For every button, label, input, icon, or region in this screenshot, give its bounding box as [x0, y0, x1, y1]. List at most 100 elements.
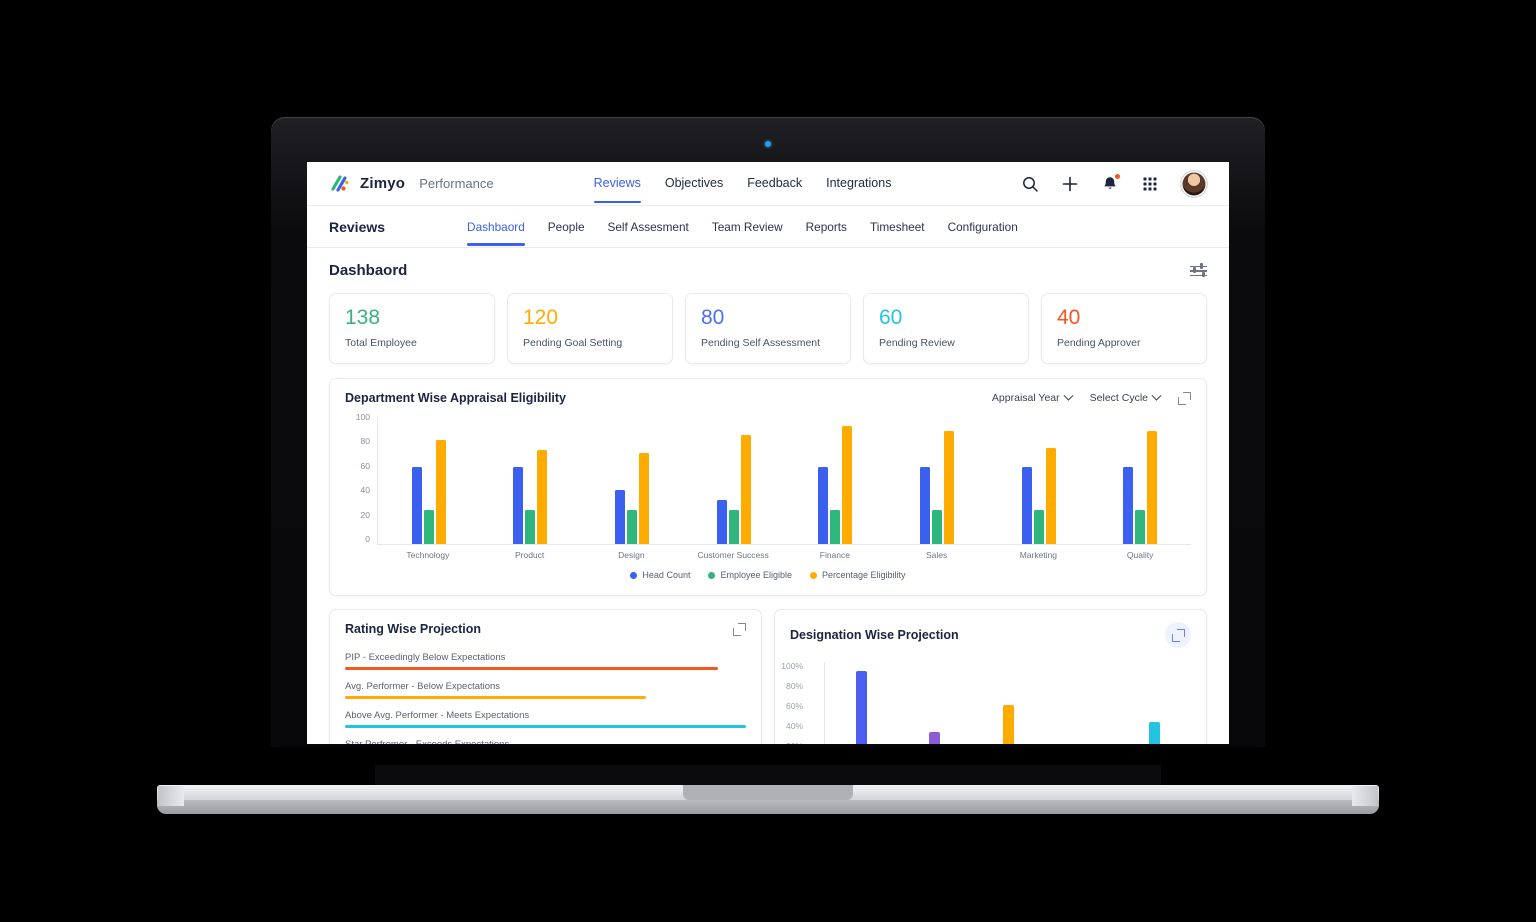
y-axis-tick: 100%	[781, 661, 803, 671]
rating-bar	[345, 725, 746, 728]
stat-value: 80	[701, 306, 725, 329]
rating-label: Above Avg. Performer - Meets Expectation…	[345, 710, 530, 721]
x-axis-label: Design	[618, 550, 645, 560]
avatar[interactable]	[1181, 170, 1207, 197]
card-tools: Appraisal Year Select Cycle	[991, 390, 1191, 405]
designation-bar[interactable]	[1148, 722, 1160, 744]
bar-employee-eligible[interactable]	[627, 509, 638, 544]
y-axis-tick: 40%	[785, 721, 803, 731]
tab-team-review[interactable]: Team Review	[711, 219, 783, 234]
dropdown-label: Appraisal Year	[991, 392, 1060, 404]
apps-grid-icon[interactable]	[1141, 175, 1159, 193]
rating-item[interactable]: Above Avg. Performer - Meets Expectation…	[345, 710, 746, 728]
bar-group	[378, 417, 480, 544]
bar-percentage-eligibility[interactable]	[639, 452, 650, 544]
bar-employee-eligible[interactable]	[728, 509, 739, 544]
stat-card-pending-approver[interactable]: 40 Pending Approver	[1041, 293, 1207, 364]
bar-head-count[interactable]	[919, 467, 930, 544]
dashboard-content: Dashbaord 138 Total Employee 120 Pending…	[307, 248, 1229, 744]
tab-timesheet[interactable]: Timesheet	[869, 219, 925, 234]
stat-card-pending-self-assessment[interactable]: 80 Pending Self Assessment	[685, 293, 851, 364]
bar-group	[1118, 662, 1191, 744]
expand-icon[interactable]	[1178, 391, 1191, 405]
rating-projection-card: Rating Wise Projection PIP - Exceedingly…	[329, 609, 762, 744]
bar-percentage-eligibility[interactable]	[537, 450, 548, 544]
legend-color-dot	[708, 571, 716, 579]
laptop-base-edge-left	[158, 786, 184, 806]
designation-bar[interactable]	[1002, 705, 1014, 744]
rating-item[interactable]: Star Perfromer - Exceeds Expectations	[345, 739, 746, 744]
y-axis: 100 80 60 40 20 0	[346, 411, 374, 545]
stat-value: 40	[1057, 306, 1081, 329]
stat-label: Pending Self Assessment	[701, 337, 821, 349]
card-title: Department Wise Appraisal Eligibility	[345, 391, 567, 405]
bar-head-count[interactable]	[818, 467, 829, 544]
bar-employee-eligible[interactable]	[1135, 509, 1146, 544]
brand-logo[interactable]: Zimyo Performance	[329, 173, 494, 195]
plus-icon[interactable]	[1061, 175, 1079, 193]
bar-head-count[interactable]	[513, 467, 524, 544]
x-axis-label: Marketing	[1019, 550, 1058, 560]
x-axis-labels: Technology Product Design Customer Success F…	[377, 550, 1191, 560]
bar-percentage-eligibility[interactable]	[842, 425, 853, 544]
legend-item[interactable]: Percentage Eligibility	[810, 570, 906, 580]
sliders-icon[interactable]	[1190, 262, 1207, 278]
stat-card-pending-goal-setting[interactable]: 120 Pending Goal Setting	[507, 293, 673, 364]
bar-employee-eligible[interactable]	[423, 509, 434, 544]
bar-group	[683, 417, 785, 544]
bar-percentage-eligibility[interactable]	[1147, 430, 1158, 544]
rating-bar	[345, 696, 646, 699]
appraisal-year-dropdown[interactable]: Appraisal Year	[991, 390, 1074, 404]
x-axis-label: Finance	[819, 550, 850, 560]
chevron-down-icon	[1151, 390, 1162, 401]
bar-employee-eligible[interactable]	[830, 509, 841, 544]
tab-dashboard[interactable]: Dashbaord	[467, 220, 525, 246]
legend-item[interactable]: Employee Eligible	[708, 570, 792, 580]
bar-head-count[interactable]	[615, 490, 626, 544]
bar-head-count[interactable]	[716, 500, 727, 544]
stat-label: Pending Review	[879, 337, 955, 349]
brand-name: Zimyo	[360, 175, 406, 192]
nav-item-reviews[interactable]: Reviews	[593, 176, 642, 203]
legend-color-dot	[630, 571, 638, 579]
bar-employee-eligible[interactable]	[1033, 509, 1044, 544]
designation-chart: 100% 80% 60% 40% 20%	[775, 652, 1206, 744]
tab-reports[interactable]: Reports	[805, 219, 847, 234]
nav-item-feedback[interactable]: Feedback	[747, 176, 803, 190]
y-axis: 100% 80% 60% 40% 20%	[775, 661, 809, 744]
bar-head-count[interactable]	[1123, 467, 1134, 544]
bar-percentage-eligibility[interactable]	[435, 440, 446, 544]
bar-percentage-eligibility[interactable]	[1045, 447, 1056, 544]
search-icon[interactable]	[1021, 175, 1039, 193]
designation-bar[interactable]	[856, 671, 868, 744]
nav-item-objectives[interactable]: Objectives	[664, 176, 724, 190]
expand-icon[interactable]	[733, 622, 746, 636]
expand-button[interactable]	[1165, 622, 1191, 648]
bar-head-count[interactable]	[411, 467, 422, 544]
rating-label: Avg. Performer - Below Expectations	[345, 681, 501, 692]
designation-bar[interactable]	[929, 732, 941, 744]
bell-icon[interactable]	[1101, 172, 1121, 193]
nav-item-integrations[interactable]: Integrations	[826, 176, 892, 190]
stat-card-pending-review[interactable]: 60 Pending Review	[863, 293, 1029, 364]
legend-label: Employee Eligible	[720, 570, 793, 580]
bar-percentage-eligibility[interactable]	[740, 435, 751, 544]
tab-self-assessment[interactable]: Self Assesment	[607, 219, 689, 234]
rating-item[interactable]: PIP - Exceedingly Below Expectations	[345, 652, 746, 670]
rating-label: Star Perfromer - Exceeds Expectations	[345, 739, 746, 744]
y-axis-tick: 80	[360, 436, 370, 447]
department-eligibility-card: Department Wise Appraisal Eligibility Ap…	[329, 378, 1207, 596]
select-cycle-dropdown[interactable]: Select Cycle	[1090, 390, 1162, 404]
tab-configuration[interactable]: Configuration	[947, 219, 1018, 234]
stat-card-total-employee[interactable]: 138 Total Employee	[329, 293, 495, 364]
rating-item[interactable]: Avg. Performer - Below Expectations	[345, 681, 746, 699]
bar-employee-eligible[interactable]	[525, 509, 536, 544]
bar-employee-eligible[interactable]	[931, 509, 942, 544]
legend-item[interactable]: Head Count	[630, 570, 690, 580]
bar-head-count[interactable]	[1021, 467, 1032, 544]
top-action-icons	[1021, 170, 1207, 197]
tab-people[interactable]: People	[547, 219, 585, 234]
notification-badge	[1114, 172, 1121, 180]
bar-percentage-eligibility[interactable]	[943, 430, 954, 544]
